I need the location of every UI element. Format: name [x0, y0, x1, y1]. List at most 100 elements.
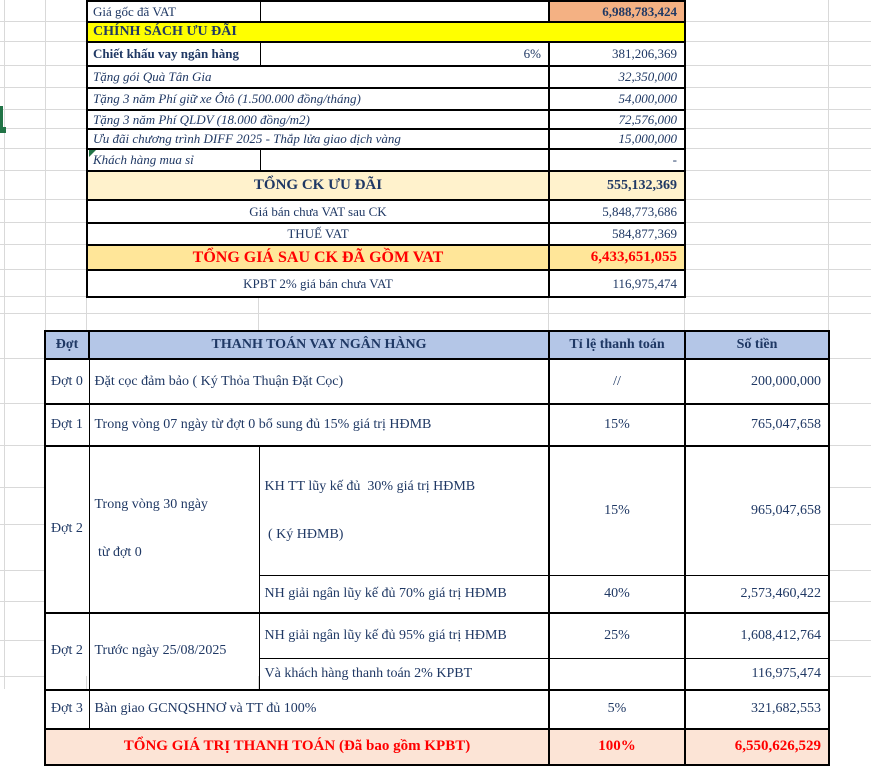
- ratio-cell[interactable]: 25%: [548, 611, 686, 659]
- row-base-price: Giá gốc đã VAT 6,988,783,424: [86, 0, 686, 23]
- gridline: [0, 199, 86, 200]
- ratio-cell[interactable]: 15%: [548, 445, 686, 576]
- header-amount[interactable]: Số tiền: [684, 330, 831, 360]
- bank-discount-rate[interactable]: 6%: [259, 41, 550, 67]
- gridline: [0, 21, 86, 22]
- grand-total-value[interactable]: 6,433,651,055: [548, 244, 686, 271]
- stage-cell[interactable]: Đợt 2: [44, 611, 90, 690]
- selection-fill-handle[interactable]: [0, 127, 6, 133]
- gridline: [0, 313, 871, 314]
- gridline: [684, 148, 871, 149]
- gift-parking-value[interactable]: 54,000,000: [548, 87, 686, 111]
- gridline: [258, 296, 259, 330]
- bank-discount-label[interactable]: Chiết khấu vay ngân hàng: [86, 41, 261, 67]
- gridline: [0, 676, 44, 677]
- stage-cell[interactable]: Đợt 3: [44, 688, 90, 729]
- desc-cell[interactable]: Bàn giao GCNQSHNƠ và TT đủ 100%: [88, 688, 550, 729]
- gridline: [828, 445, 871, 446]
- condition-cell[interactable]: Trong vòng 30 ngày từ đợt 0: [88, 445, 260, 613]
- total-discount-label[interactable]: TỔNG CK ƯU ĐÃI: [86, 170, 550, 201]
- total-discount-value[interactable]: 555,132,369: [548, 170, 686, 201]
- diff-promo-value[interactable]: 15,000,000: [548, 128, 686, 150]
- empty-cell[interactable]: [259, 0, 550, 23]
- ratio-cell[interactable]: [548, 658, 686, 690]
- row-wholesale: Khách hàng mua sỉ -: [86, 148, 686, 172]
- desc-cell[interactable]: KH TT lũy kế đủ 30% giá trị HĐMB ( Ký HĐ…: [258, 445, 550, 576]
- vat-tax-value[interactable]: 584,877,369: [548, 222, 686, 246]
- gift-qldv-label[interactable]: Tặng 3 năm Phí QLDV (18.000 đồng/m2): [86, 109, 550, 130]
- base-price-label[interactable]: Giá gốc đã VAT: [86, 0, 261, 23]
- gridline: [0, 601, 44, 602]
- amount-cell[interactable]: 200,000,000: [684, 358, 830, 405]
- header-title[interactable]: THANH TOÁN VAY NGÂN HÀNG: [87, 330, 551, 360]
- gridline: [684, 41, 871, 42]
- gridline: [684, 128, 871, 129]
- desc-cell[interactable]: Đặt cọc đảm bảo ( Ký Thỏa Thuận Đặt Cọc): [88, 358, 550, 405]
- empty-cell[interactable]: [259, 148, 550, 172]
- payment-row-dot0: Đợt 0 Đặt cọc đảm bảo ( Ký Thỏa Thuận Đặ…: [44, 358, 830, 405]
- desc-cell[interactable]: Trong vòng 07 ngày từ đợt 0 bổ sung đủ 1…: [88, 403, 550, 447]
- payment-total-ratio[interactable]: 100%: [548, 727, 686, 765]
- amount-cell[interactable]: 321,682,553: [684, 688, 830, 729]
- payment-total-label[interactable]: TỔNG GIÁ TRỊ THANH TOÁN (Đã bao gồm KPBT…: [44, 727, 550, 765]
- summary-table: Giá gốc đã VAT 6,988,783,424 CHÍNH SÁCH …: [86, 0, 686, 298]
- gift-tan-gia-value[interactable]: 32,350,000: [548, 65, 686, 89]
- gridline: [828, 0, 829, 330]
- stage-cell[interactable]: Đợt 2: [44, 445, 90, 613]
- kpbt-value[interactable]: 116,975,474: [548, 269, 686, 298]
- gift-tan-gia-label[interactable]: Tặng gói Quà Tân Gia: [86, 65, 550, 89]
- grand-total-label[interactable]: TỔNG GIÁ SAU CK ĐÃ GỒM VAT: [86, 244, 550, 271]
- gridline: [684, 269, 871, 270]
- gridline: [0, 148, 86, 149]
- bank-discount-value[interactable]: 381,206,369: [548, 41, 686, 67]
- desc-cell[interactable]: Và khách hàng thanh toán 2% KPBT: [258, 658, 550, 690]
- gift-parking-label[interactable]: Tặng 3 năm Phí giữ xe Ôtô (1.500.000 đồn…: [86, 87, 550, 111]
- stage-cell[interactable]: Đợt 1: [44, 403, 90, 447]
- gridline: [0, 570, 44, 571]
- ratio-cell[interactable]: 15%: [548, 403, 686, 447]
- kpbt-label[interactable]: KPBT 2% giá bán chưa VAT: [86, 269, 550, 298]
- base-price-value[interactable]: 6,988,783,424: [548, 0, 686, 23]
- desc-line1: KH TT lũy kế đủ 30% giá trị HĐMB: [264, 479, 476, 494]
- selection-border: [0, 106, 3, 127]
- payment-header-row: Đợt THANH TOÁN VAY NGÂN HÀNG Tỉ lệ thanh…: [44, 330, 831, 360]
- wholesale-label[interactable]: Khách hàng mua sỉ: [86, 148, 261, 172]
- desc-line2: ( Ký HĐMB): [264, 527, 344, 542]
- desc-cell[interactable]: NH giải ngân lũy kế đủ 95% giá trị HĐMB: [258, 611, 550, 659]
- ratio-cell[interactable]: 40%: [548, 575, 686, 613]
- payment-row-dot2c: Đợt 2 Trước ngày 25/08/2025 NH giải ngân…: [44, 611, 830, 690]
- gridline: [45, 0, 46, 330]
- row-vat-tax: THUẾ VAT 584,877,369: [86, 222, 686, 246]
- header-ratio[interactable]: Tỉ lệ thanh toán: [548, 330, 687, 360]
- gridline: [684, 65, 871, 66]
- stage-cell[interactable]: Đợt 0: [44, 358, 90, 405]
- policy-section-header[interactable]: CHÍNH SÁCH ƯU ĐÃI: [86, 21, 686, 43]
- ratio-cell[interactable]: //: [548, 358, 686, 405]
- gridline: [0, 445, 44, 446]
- gridline: [0, 170, 86, 171]
- amount-cell[interactable]: 765,047,658: [684, 403, 830, 447]
- header-stage[interactable]: Đợt: [44, 330, 90, 360]
- gridline: [0, 269, 86, 270]
- payment-total-amount[interactable]: 6,550,626,529: [684, 727, 830, 765]
- gridline: [0, 244, 86, 245]
- amount-cell[interactable]: 116,975,474: [684, 658, 830, 690]
- amount-cell[interactable]: 965,047,658: [684, 445, 830, 576]
- amount-cell[interactable]: 1,608,412,764: [684, 611, 830, 659]
- gift-qldv-value[interactable]: 72,576,000: [548, 109, 686, 130]
- ratio-cell[interactable]: 5%: [548, 688, 686, 729]
- diff-promo-label[interactable]: Ưu đãi chương trình DIFF 2025 - Thắp lửa…: [86, 128, 550, 150]
- gridline: [684, 296, 871, 297]
- condition-cell[interactable]: Trước ngày 25/08/2025: [88, 611, 260, 690]
- payment-row-dot2a: Đợt 2 Trong vòng 30 ngày từ đợt 0 KH TT …: [44, 445, 830, 613]
- wholesale-value[interactable]: -: [548, 148, 686, 172]
- amount-cell[interactable]: 2,573,460,422: [684, 575, 830, 613]
- row-price-before-vat: Giá bán chưa VAT sau CK 5,848,773,686: [86, 199, 686, 224]
- price-before-vat-value[interactable]: 5,848,773,686: [548, 199, 686, 224]
- desc-cell[interactable]: NH giải ngân lũy kế đủ 70% giá trị HĐMB: [258, 575, 550, 613]
- gridline: [0, 87, 86, 88]
- vat-tax-label[interactable]: THUẾ VAT: [86, 222, 550, 246]
- price-before-vat-label[interactable]: Giá bán chưa VAT sau CK: [86, 199, 550, 224]
- row-gift-parking: Tặng 3 năm Phí giữ xe Ôtô (1.500.000 đồn…: [86, 87, 686, 111]
